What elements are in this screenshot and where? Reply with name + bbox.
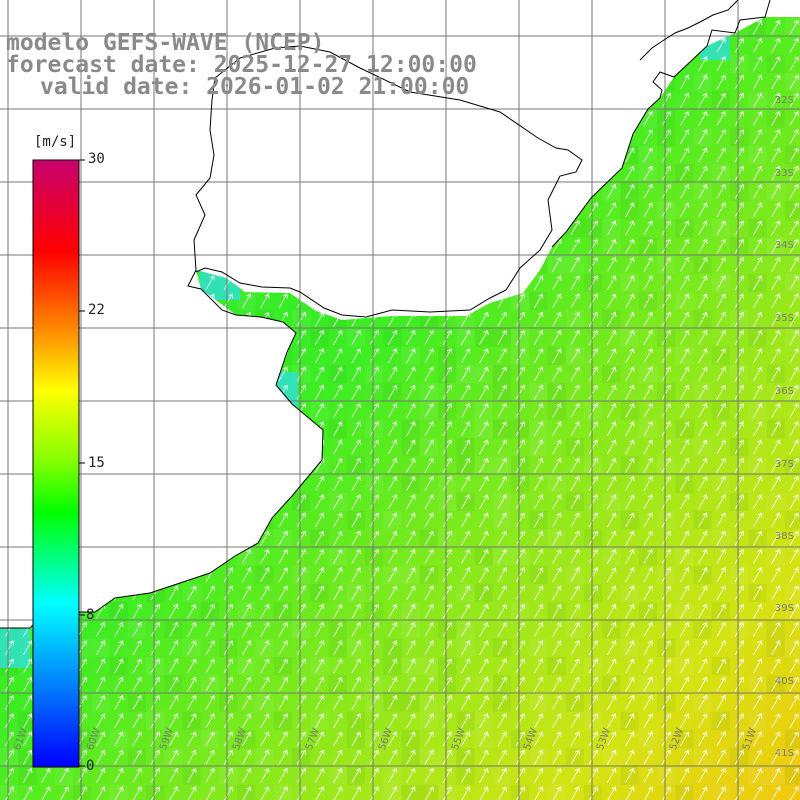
lat-label: 39S xyxy=(774,603,794,614)
forecast-date: forecast date: 2025-12-27 12:00:00 xyxy=(6,52,477,78)
lat-label: 32S xyxy=(774,95,794,106)
lat-label: 34S xyxy=(774,240,794,251)
lat-label: 33S xyxy=(774,168,794,179)
colorbar xyxy=(32,159,80,768)
coastline xyxy=(551,0,771,248)
colorbar-tick-label: 0 xyxy=(86,758,95,774)
lat-label: 36S xyxy=(774,386,794,397)
colorbar-tick-label: 8 xyxy=(86,607,95,623)
valid-date: valid date: 2026-01-02 21:00:00 xyxy=(40,74,470,100)
colorbar-ticks xyxy=(79,159,85,767)
lagoon-shore xyxy=(639,0,739,61)
lat-label: 40S xyxy=(774,676,794,687)
lat-label: 38S xyxy=(774,531,794,542)
colorbar-tick-label: 30 xyxy=(88,151,105,167)
map-title: modelo GEFS-WAVE (NCEP) xyxy=(6,30,325,56)
colorbar-tick-label: 22 xyxy=(88,302,105,318)
coastline xyxy=(0,77,324,629)
colorbar-tick-label: 15 xyxy=(88,455,105,471)
lat-label: 35S xyxy=(774,313,794,324)
colorbar-unit: [m/s] xyxy=(34,134,77,150)
coastline xyxy=(195,45,583,318)
lat-label: 37S xyxy=(774,459,794,470)
lat-label: 41S xyxy=(774,748,794,759)
